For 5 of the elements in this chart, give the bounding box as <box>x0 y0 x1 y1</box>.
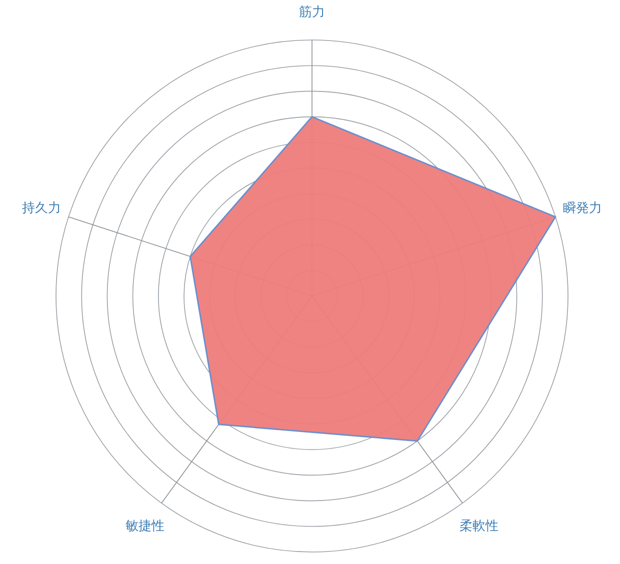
spoke-label: 敏捷性 <box>125 518 164 534</box>
spoke-label: 筋力 <box>299 4 325 20</box>
spoke-label: 瞬発力 <box>562 201 602 216</box>
spoke-label: 持久力 <box>22 201 62 216</box>
spoke-label: 柔軟性 <box>460 518 499 534</box>
